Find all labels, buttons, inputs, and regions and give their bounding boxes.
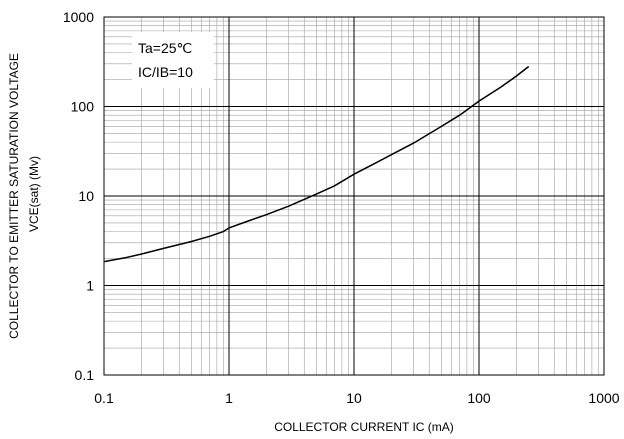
- tick-labels: 0.1 1 10 100 1000 0.1 1 10 100 1000: [63, 9, 620, 406]
- y-tick-label: 10: [78, 188, 94, 204]
- y-tick-label: 1000: [63, 9, 94, 25]
- series-line: [103, 65, 530, 263]
- annotation-box: [132, 32, 214, 88]
- x-tick-label: 1000: [588, 390, 619, 406]
- y-axis-label-line2: VCE(sat) (Mv): [27, 156, 41, 232]
- major-grid: [104, 17, 604, 375]
- y-axis-label-line1: COLLECTOR TO EMITTER SATURATION VOLTAGE: [7, 53, 21, 339]
- annotation-temperature: Ta=25℃: [138, 40, 192, 56]
- x-tick-label: 1: [225, 390, 233, 406]
- series-layer: [103, 65, 530, 263]
- y-tick-label: 1: [86, 278, 94, 294]
- annotation-current-ratio: IC/IB=10: [138, 64, 193, 80]
- x-axis-label: COLLECTOR CURRENT IC (mA): [274, 420, 454, 434]
- x-tick-label: 0.1: [94, 390, 114, 406]
- y-tick-label: 0.1: [75, 367, 95, 383]
- x-tick-label: 10: [346, 390, 362, 406]
- x-tick-label: 100: [467, 390, 491, 406]
- y-tick-label: 100: [71, 99, 95, 115]
- plot-frame: [103, 16, 605, 376]
